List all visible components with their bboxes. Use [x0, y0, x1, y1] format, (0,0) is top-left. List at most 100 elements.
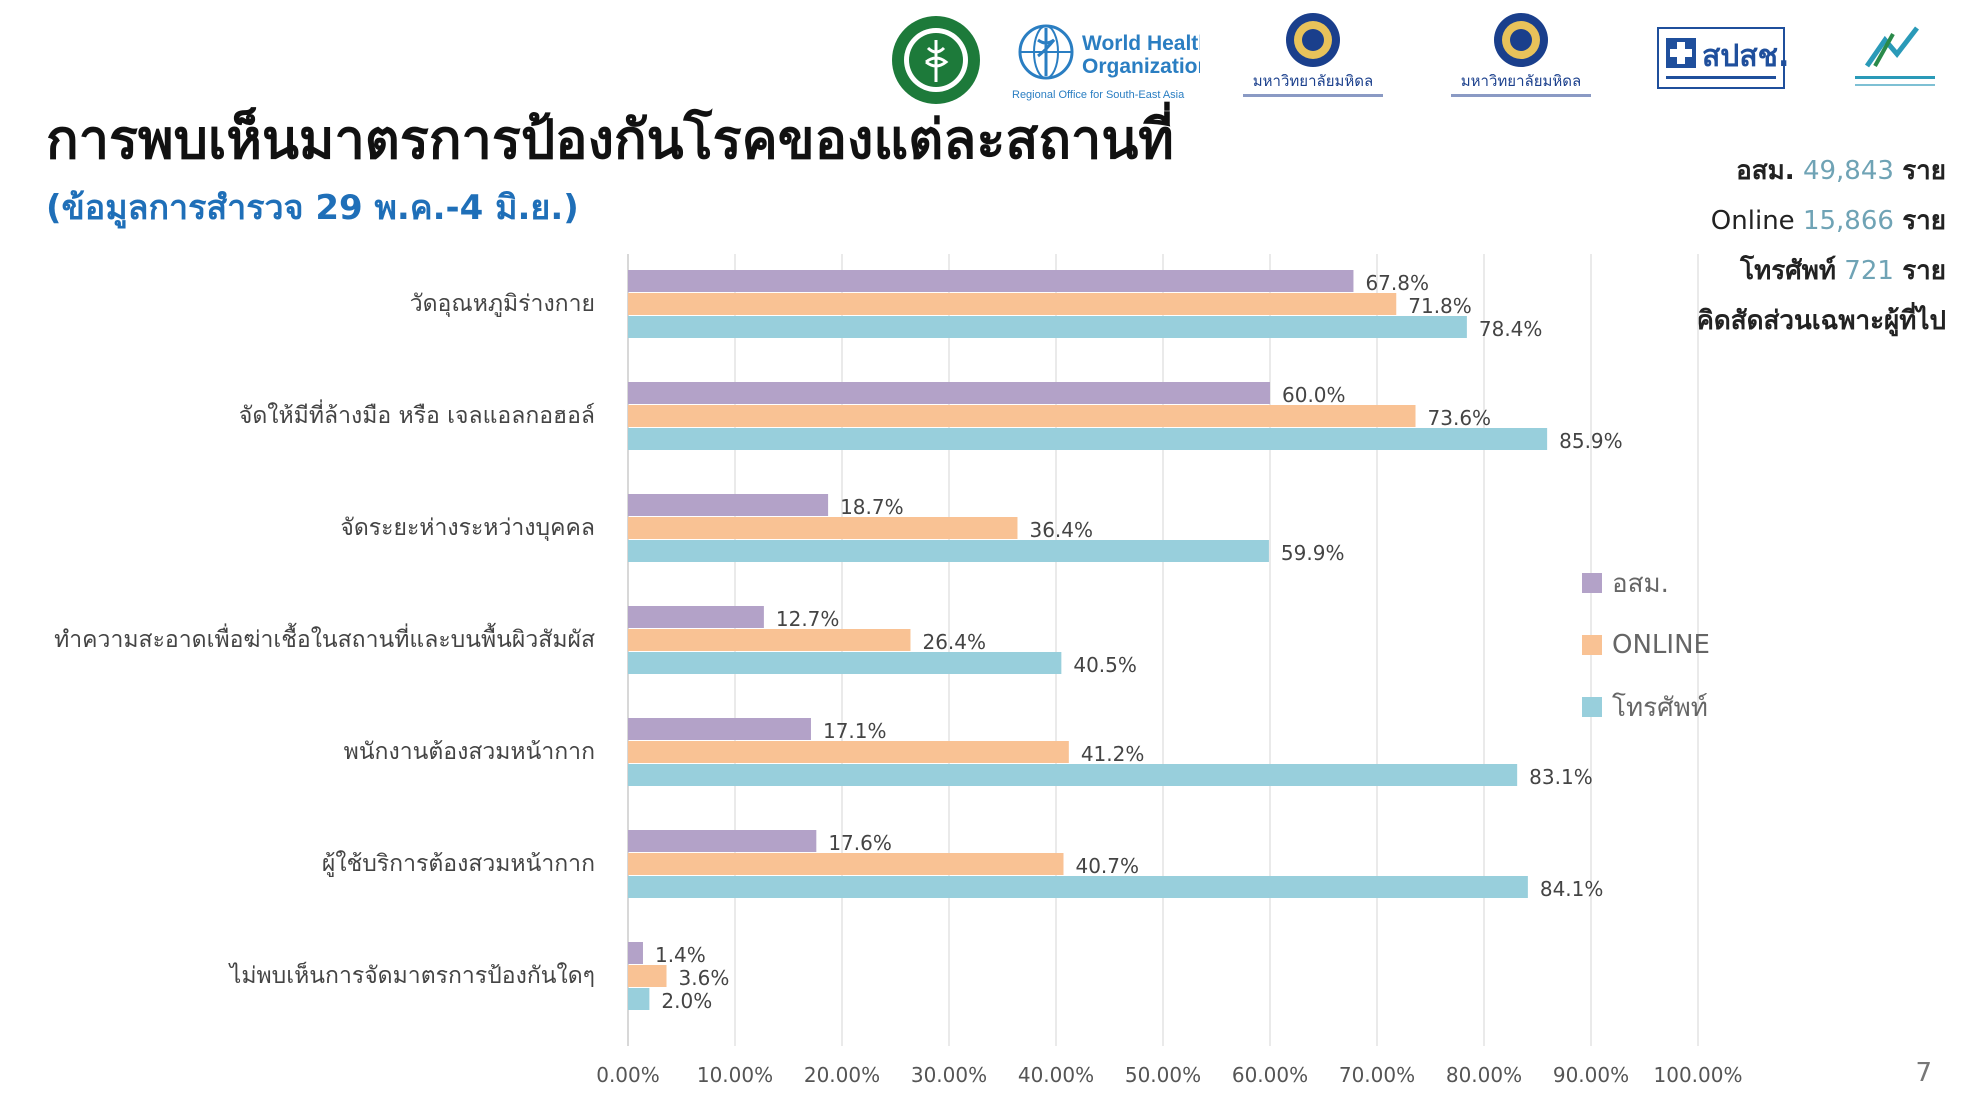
mahidol-ramathibodi-logo: มหาวิทยาลัยมหิดล [1451, 13, 1591, 97]
legend-swatch [1582, 697, 1602, 717]
legend-item-online: ONLINE [1582, 614, 1710, 676]
category-label: ทำความสะอาดเพื่อฆ่าเชื้อในสถานที่และบนพื… [54, 623, 595, 653]
data-label: 78.4% [1479, 317, 1543, 341]
ministry-of-public-health-logo [892, 16, 980, 104]
page-subtitle: (ข้อมูลการสำรวจ 29 พ.ค.-4 มิ.ย.) [46, 188, 579, 228]
bar [628, 876, 1528, 898]
bar [628, 293, 1397, 315]
chart-legend: อสม. ONLINE โทรศัพท์ [1582, 552, 1710, 738]
page-title: การพบเห็นมาตรการป้องกันโรคของแต่ละสถานที… [46, 108, 1174, 171]
who-title-line2: Organization [1082, 55, 1200, 78]
data-label: 2.0% [661, 989, 712, 1013]
bar [628, 270, 1354, 292]
bar [628, 764, 1518, 786]
category-label: ไม่พบเห็นการจัดมาตรการป้องกันใดๆ [228, 960, 595, 989]
legend-swatch [1582, 635, 1602, 655]
legend-swatch [1582, 573, 1602, 593]
bar [628, 428, 1548, 450]
stat-value: 721 [1844, 256, 1894, 286]
category-label: วัดอุณหภูมิร่างกาย [410, 291, 595, 317]
stat-row-online: Online 15,866 ราย [1696, 196, 1946, 246]
x-tick-label: 0.00% [596, 1063, 660, 1087]
bar [628, 853, 1064, 875]
x-tick-label: 20.00% [804, 1063, 880, 1087]
who-logo: World Health Organization Regional Offic… [1012, 24, 1200, 101]
data-label: 26.4% [922, 630, 986, 654]
category-label: พนักงานต้องสวมหน้ากาก [344, 739, 595, 765]
data-label: 17.1% [823, 719, 887, 743]
legend-item-osm: อสม. [1582, 552, 1710, 614]
nhso-text: สปสช. [1702, 39, 1788, 74]
bar [628, 382, 1270, 404]
legend-label: โทรศัพท์ [1612, 692, 1708, 723]
bar [628, 741, 1069, 763]
sample-size-panel: อสม. 49,843 ราย Online 15,866 ราย โทรศัพ… [1696, 146, 1946, 346]
bar [628, 629, 911, 651]
data-label: 36.4% [1029, 518, 1093, 542]
data-label: 12.7% [776, 607, 840, 631]
x-tick-label: 50.00% [1125, 1063, 1201, 1087]
stat-value: 15,866 [1802, 206, 1894, 236]
data-label: 40.7% [1075, 854, 1139, 878]
bar [628, 494, 829, 516]
data-label: 83.1% [1529, 765, 1593, 789]
x-tick-label: 90.00% [1553, 1063, 1629, 1087]
data-label: 59.9% [1281, 541, 1345, 565]
data-label: 40.5% [1073, 653, 1137, 677]
stat-row-phone: โทรศัพท์ 721 ราย [1696, 246, 1946, 296]
legend-item-phone: โทรศัพท์ [1582, 676, 1710, 738]
who-title-line1: World Health [1082, 32, 1200, 55]
bar [628, 606, 764, 628]
bar [628, 988, 650, 1010]
stat-unit: ราย [1902, 156, 1946, 186]
stat-unit: ราย [1902, 206, 1946, 236]
x-tick-label: 70.00% [1339, 1063, 1415, 1087]
stat-label: Online [1710, 206, 1795, 236]
stat-unit: ราย [1902, 256, 1946, 286]
category-label: จัดให้มีที่ล้างมือ หรือ เจลแอลกอฮอล์ [239, 399, 595, 429]
data-label: 1.4% [655, 943, 706, 967]
data-label: 73.6% [1428, 406, 1492, 430]
x-tick-label: 40.00% [1018, 1063, 1094, 1087]
x-tick-label: 30.00% [911, 1063, 987, 1087]
mahidol-siriraj-logo: มหาวิทยาลัยมหิดล [1243, 13, 1383, 97]
who-subtitle: Regional Office for South-East Asia [1012, 89, 1185, 101]
data-label: 84.1% [1540, 877, 1604, 901]
data-label: 60.0% [1282, 383, 1346, 407]
data-label: 17.6% [828, 831, 892, 855]
category-label: จัดระยะห่างระหว่างบุคคล [340, 515, 595, 541]
statistics-office-logo [1855, 26, 1935, 86]
data-label: 85.9% [1559, 429, 1623, 453]
legend-label: อสม. [1612, 568, 1669, 599]
page-number: 7 [1915, 1058, 1932, 1088]
data-label: 71.8% [1408, 294, 1472, 318]
mahidol-label-1: มหาวิทยาลัยมหิดล [1253, 72, 1373, 90]
nhso-logo: สปสช. [1657, 27, 1788, 89]
bar [628, 316, 1467, 338]
bar [628, 965, 667, 987]
bar [628, 517, 1018, 539]
logo-strip: World Health Organization Regional Offic… [880, 10, 1950, 106]
bar [628, 540, 1269, 562]
x-tick-label: 100.00% [1654, 1063, 1743, 1087]
x-tick-label: 80.00% [1446, 1063, 1522, 1087]
data-label: 67.8% [1365, 271, 1429, 295]
x-tick-label: 10.00% [697, 1063, 773, 1087]
stat-label: อสม. [1736, 156, 1795, 186]
bar [628, 718, 811, 740]
bar-chart: 0.00% 10.00% 20.00% 30.00% 40.00% 50.00% 60.00… [54, 254, 1743, 1087]
stat-row-osm: อสม. 49,843 ราย [1696, 146, 1946, 196]
bar [628, 405, 1416, 427]
mahidol-label-2: มหาวิทยาลัยมหิดล [1461, 72, 1581, 90]
x-tick-label: 60.00% [1232, 1063, 1308, 1087]
stat-value: 49,843 [1802, 156, 1894, 186]
data-label: 18.7% [840, 495, 904, 519]
data-label: 41.2% [1081, 742, 1145, 766]
stat-note: คิดสัดส่วนเฉพาะผู้ที่ไป [1696, 306, 1946, 336]
bar [628, 652, 1062, 674]
stat-label: โทรศัพท์ [1740, 256, 1837, 286]
bar [628, 830, 817, 852]
data-label: 3.6% [679, 966, 730, 990]
category-label: ผู้ใช้บริการต้องสวมหน้ากาก [322, 850, 595, 877]
legend-label: ONLINE [1612, 630, 1710, 660]
